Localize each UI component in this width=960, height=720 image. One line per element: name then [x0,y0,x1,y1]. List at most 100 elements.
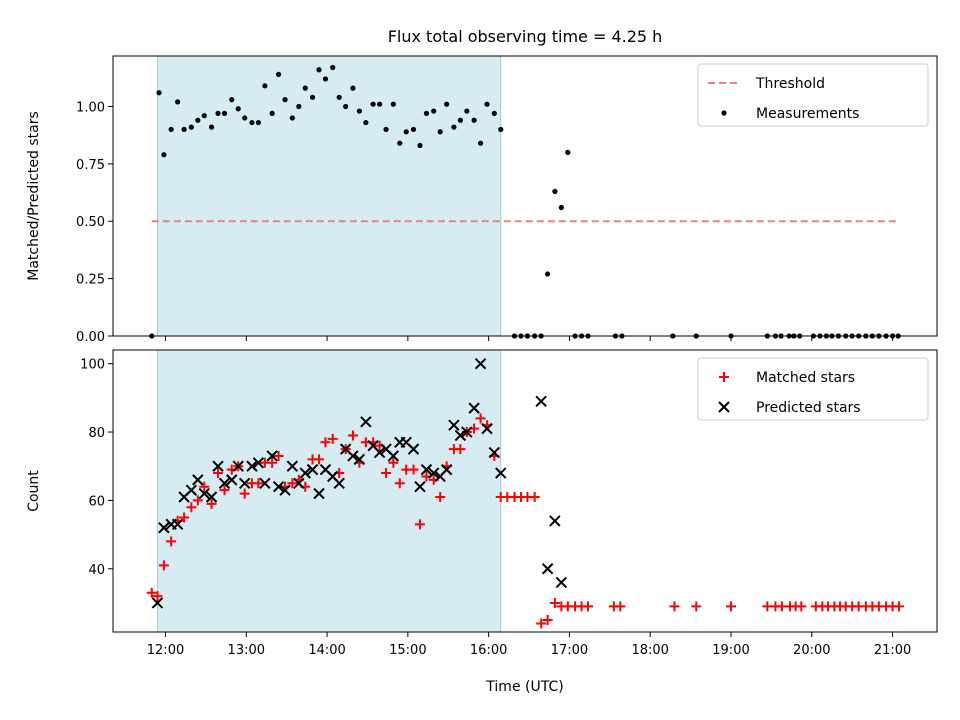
x-tick-label: 12:00 [147,643,184,658]
measurement-point [282,97,288,103]
predicted-stars-point [198,487,210,500]
predicted-stars-point [158,522,170,534]
predicted-stars-point [474,357,487,370]
predicted-stars-point [448,419,460,431]
measurement-point [302,85,308,91]
measurement-point [370,101,376,107]
predicted-stars-point [238,477,251,490]
y-tick-label: 1.00 [76,100,105,115]
measurement-point [376,101,383,107]
matched-stars-point [455,444,466,455]
matched-stars-point [152,591,163,602]
matched-stars-point [726,601,736,612]
measurement-point [343,103,349,110]
predicted-stars-point [541,563,554,575]
measurement-point [457,117,463,123]
matched-stars-point [615,601,626,612]
measurement-point [255,119,262,126]
x-tick-label: 18:00 [631,643,668,658]
predicted-stars-point [488,446,501,459]
x-tick-label: 15:00 [389,643,426,658]
x-tick-label: 19:00 [712,643,749,658]
measurement-point [565,149,571,155]
matched-stars-point [542,615,553,626]
measurement-point [330,64,336,71]
predicted-stars-point [232,460,244,472]
predicted-stars-point [286,460,299,472]
matched-stars-point [273,450,284,461]
legend-label: Predicted stars [756,400,861,416]
matched-stars-point [146,587,157,598]
measurement-point [156,90,162,96]
measurement-point [215,110,221,116]
predicted-stars-point [151,597,164,609]
measurement-point [262,83,268,89]
legend: Threshold Measurements [697,63,929,127]
predicted-stars-point [428,467,440,479]
matched-stars-point [414,519,425,530]
matched-stars-point [253,478,264,489]
measurement-point [309,94,316,100]
measurement-point [444,101,450,107]
measurement-point [208,124,215,130]
measurement-point [201,113,207,119]
predicted-stars-point [454,429,467,442]
predicted-stars-point [299,467,311,479]
matched-stars-point [219,485,230,496]
y-tick-label: 0.25 [76,273,105,288]
y-tick-label: 60 [88,494,105,509]
predicted-stars-point [252,457,265,469]
matched-stars-point [529,491,540,502]
observing-window-span [156,55,502,337]
predicted-stars-point [279,484,291,496]
predicted-stars-point [333,477,345,490]
measurement-point [316,67,322,73]
predicted-stars-point [171,518,184,531]
measurement-point [383,126,389,133]
predicted-stars-point [293,477,305,490]
measurement-point [558,204,564,211]
measurement-point [417,142,423,149]
matched-stars-point [199,481,210,492]
matched-stars-point [691,601,702,612]
matched-stars-point [669,601,680,612]
matched-stars-point [267,457,278,468]
plot-frame [112,349,938,633]
legend: Matched stars Predicted stars [697,357,929,421]
y-tick-label: 100 [80,358,105,373]
predicted-stars-point [495,467,507,479]
measurement-point [242,115,248,121]
measurement-point [552,188,558,195]
predicted-stars-point [226,474,238,486]
matched-stars-point [347,430,358,441]
measurement-point [390,101,396,107]
observing-window-span [156,349,502,633]
measurement-point [195,117,201,123]
measurement-point [545,271,551,277]
predicted-stars-point [414,481,426,493]
predicted-stars-point [440,463,453,476]
x-tick-label: 14:00 [308,643,345,658]
legend-measurement-handle [721,110,727,116]
measurement-point [336,94,342,100]
matched-stars-point [239,488,250,499]
y-axis-label: Count [26,470,42,512]
measurement-point [363,119,369,126]
measurement-point [161,152,167,158]
predicted-stars-point [306,463,319,476]
matched-stars-point [213,468,224,479]
star-count-panel: 40 60 80 100 12:00 13:00 14:00 15:00 16:00 17:00 1… [26,349,938,695]
measurement-point [484,101,490,107]
predicted-stars-point [266,450,278,462]
predicted-stars-point [461,426,473,438]
predicted-stars-point [387,450,400,462]
x-tick-label: 21:00 [874,643,911,658]
plot-frame [112,55,938,337]
matched-stars-point [320,437,331,448]
matched-stars-point [186,502,197,513]
x-tick-label: 13:00 [228,643,265,658]
matched-stars-point [583,601,594,612]
predicted-stars-point [535,395,547,407]
legend-box [697,357,929,421]
